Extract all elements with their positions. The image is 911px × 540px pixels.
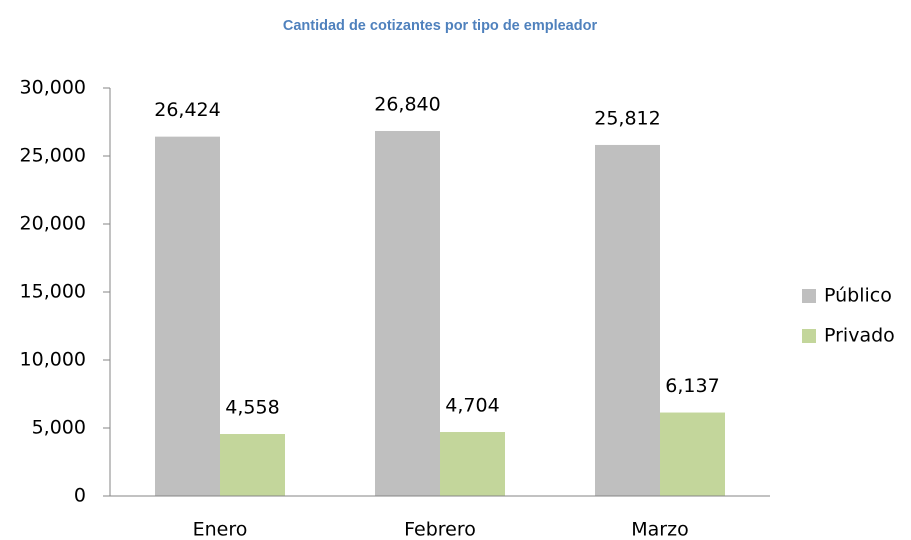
y-tick-label: 0 <box>74 485 86 507</box>
legend-label: Privado <box>824 325 895 347</box>
bar <box>155 136 220 496</box>
x-tick-label: Febrero <box>404 519 476 540</box>
bar <box>595 144 660 497</box>
chart-title: Cantidad de cotizantes por tipo de emple… <box>282 18 598 34</box>
y-tick-label: 20,000 <box>20 213 86 235</box>
legend-swatch <box>802 329 816 343</box>
y-tick-label: 30,000 <box>20 77 86 99</box>
y-tick-label: 10,000 <box>20 349 86 371</box>
bar <box>375 130 440 496</box>
value-label: 6,137 <box>665 375 719 397</box>
bar <box>220 434 285 496</box>
legend-swatch <box>802 289 816 303</box>
value-label: 4,704 <box>445 395 499 417</box>
y-tick-label: 25,000 <box>20 145 86 167</box>
bar <box>440 432 505 496</box>
y-tick-label: 15,000 <box>20 281 86 303</box>
x-tick-label: Marzo <box>631 519 688 540</box>
y-tick-label: 5,000 <box>32 417 86 439</box>
legend-label: Público <box>824 285 892 307</box>
value-label: 4,558 <box>225 397 279 419</box>
bar <box>660 412 725 496</box>
value-label: 26,424 <box>154 99 220 121</box>
x-tick-label: Enero <box>193 519 248 540</box>
value-label: 25,812 <box>594 107 660 129</box>
value-label: 26,840 <box>374 93 440 115</box>
